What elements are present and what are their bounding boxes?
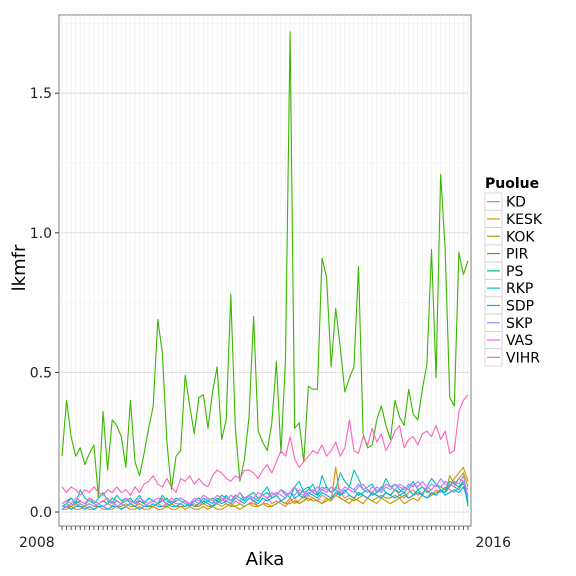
plot-panel (59, 15, 471, 526)
legend-label-rkp: RKP (506, 281, 533, 297)
legend-label-vas: VAS (506, 333, 533, 349)
y-tick-label: 1.5 (30, 86, 52, 102)
legend-label-kd: KD (506, 195, 526, 211)
legend-label-skp: SKP (506, 316, 533, 332)
legend-label-pir: PIR (506, 247, 529, 263)
y-tick-label: 1.0 (30, 226, 52, 242)
legend-label-vihr: VIHR (506, 350, 540, 366)
legend-label-sdp: SDP (506, 298, 534, 314)
x-tick-label-first: 2008 (19, 535, 55, 551)
legend-title: Puolue (485, 176, 539, 192)
plot-area (59, 15, 471, 526)
x-axis-title: Aika (246, 549, 284, 570)
y-tick-label: 0.0 (30, 505, 52, 521)
legend-label-kesk: KESK (506, 212, 543, 228)
legend-label-kok: KOK (506, 229, 535, 245)
y-tick-label: 0.5 (30, 365, 52, 381)
legend-label-ps: PS (506, 264, 523, 280)
y-axis-title: lkmfr (9, 244, 30, 291)
x-tick-label-last: 2016 (475, 535, 511, 551)
